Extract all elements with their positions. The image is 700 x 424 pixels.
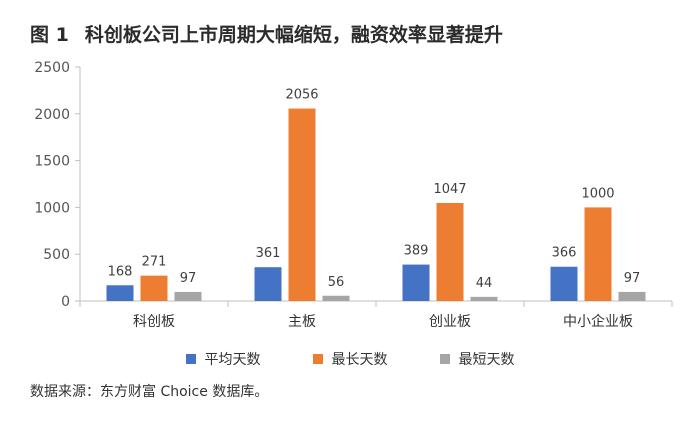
x-category-label-3: 中小企业板 (563, 313, 633, 330)
legend-swatch-max (312, 354, 323, 364)
bar-0-1 (140, 275, 168, 301)
bar-1-2 (322, 295, 350, 301)
data-label-3-1: 1000 (581, 186, 614, 201)
bar-3-0 (550, 266, 578, 301)
legend-item-max: 最长天数 (312, 349, 388, 369)
bar-2-2 (470, 296, 498, 301)
figure-title-text: 科创板公司上市周期大幅缩短，融资效率显著提升 (84, 24, 503, 46)
data-label-1-1: 2056 (285, 88, 318, 103)
bar-2-1 (436, 203, 464, 301)
bar-2-0 (402, 264, 430, 301)
y-tick-label-4: 2000 (34, 107, 70, 123)
data-label-0-2: 97 (180, 271, 197, 286)
data-label-2-1: 1047 (433, 182, 466, 197)
legend-swatch-min (439, 354, 450, 364)
y-tick-label-3: 1500 (34, 154, 70, 170)
y-tick-label-2: 1000 (34, 200, 70, 216)
y-tick-label-0: 0 (61, 294, 70, 310)
bar-1-1 (288, 108, 316, 301)
figure-title: 图 1 科创板公司上市周期大幅缩短，融资效率显著提升 (30, 20, 503, 47)
data-label-1-0: 361 (256, 246, 281, 261)
data-label-3-0: 366 (552, 246, 577, 261)
bar-0-2 (174, 291, 202, 301)
data-label-0-0: 168 (108, 264, 133, 279)
legend-item-min: 最短天数 (439, 349, 515, 369)
x-category-label-1: 主板 (288, 314, 316, 330)
bar-0-0 (106, 285, 134, 301)
bar-3-2 (618, 291, 646, 301)
data-label-2-0: 389 (404, 244, 429, 259)
x-category-label-2: 创业板 (429, 314, 471, 330)
chart-legend: 平均天数 最长天数 最短天数 (0, 349, 700, 369)
data-label-0-1: 271 (142, 255, 167, 270)
legend-label-max: 最长天数 (331, 352, 388, 368)
x-category-label-0: 科创板 (133, 314, 175, 330)
data-label-3-2: 97 (624, 271, 641, 286)
legend-swatch-avg (185, 354, 196, 364)
legend-label-min: 最短天数 (458, 352, 515, 368)
y-tick-label-1: 500 (43, 247, 70, 263)
bar-3-1 (584, 207, 612, 301)
data-label-2-2: 44 (476, 276, 493, 291)
y-tick-label-5: 2500 (34, 60, 70, 76)
legend-item-avg: 平均天数 (185, 349, 261, 369)
figure-number: 图 1 (30, 24, 69, 46)
bar-1-0 (254, 267, 282, 301)
data-source-note: 数据来源：东方财富 Choice 数据库。 (30, 384, 269, 400)
data-label-1-2: 56 (328, 275, 345, 290)
legend-label-avg: 平均天数 (204, 352, 261, 368)
